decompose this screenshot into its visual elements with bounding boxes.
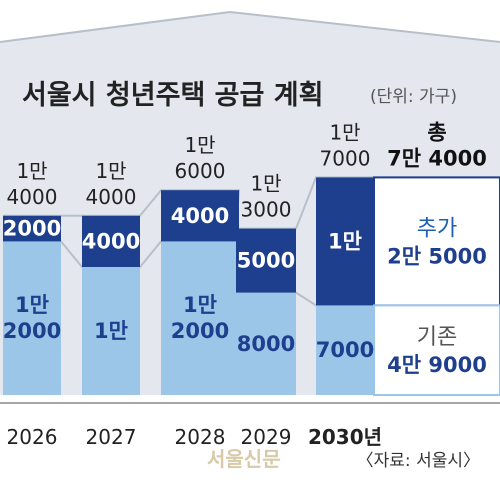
legend-existing-name: 기존: [417, 325, 457, 350]
label-added-2-0: 4000: [171, 204, 229, 228]
label-added-3-0: 5000: [237, 249, 295, 273]
x-tick-3: 2029: [241, 425, 292, 449]
label-total-1-1: 4000: [86, 185, 137, 209]
bar-added-3: [236, 228, 296, 293]
label-total-2-1: 6000: [175, 159, 226, 183]
x-tick-1: 2027: [86, 425, 137, 449]
label-existing-2-0: 1만: [183, 293, 217, 317]
bar-existing-1: [82, 267, 140, 395]
legend-added-value: 2만 5000: [387, 244, 487, 268]
label-total-4-0: 1만: [329, 120, 360, 144]
legend-total-value: 7만 4000: [387, 146, 487, 170]
legend-existing-value: 4만 9000: [387, 353, 487, 377]
label-added-0-0: 2000: [3, 217, 61, 241]
legend-added-cell: [373, 176, 500, 307]
label-total-1-0: 1만: [95, 159, 126, 183]
bar-existing-3: [236, 292, 296, 395]
label-existing-4-0: 7000: [316, 338, 374, 362]
label-added-4-0: 1만: [328, 229, 362, 253]
label-total-0-0: 1만: [16, 159, 47, 183]
label-total-0-1: 4000: [7, 185, 58, 209]
bar-added-0: [3, 215, 61, 242]
watermark: 서울신문: [207, 447, 281, 471]
label-total-3-0: 1만: [250, 172, 281, 196]
label-total-2-0: 1만: [184, 133, 215, 157]
bar-added-4: [316, 177, 374, 306]
label-total-4-1: 7000: [320, 146, 371, 170]
x-tick-2: 2028: [175, 425, 226, 449]
label-existing-0-1: 2000: [3, 319, 61, 343]
chart-title: 서울시 청년주택 공급 계획: [22, 80, 323, 111]
band-roof-line: [0, 10, 500, 43]
bar-added-2: [161, 190, 239, 242]
label-existing-0-0: 1만: [15, 293, 49, 317]
x-tick-0: 2026: [7, 425, 58, 449]
bar-added-1: [82, 215, 140, 267]
chart-unit: (단위: 가구): [370, 87, 457, 107]
legend-added-name: 추가: [417, 216, 457, 241]
label-existing-3-0: 8000: [237, 332, 295, 356]
label-total-3-1: 3000: [241, 198, 292, 222]
bar-existing-4: [316, 305, 374, 395]
label-existing-1-0: 1만: [94, 319, 128, 343]
bar-existing-0: [3, 241, 61, 395]
legend-total-name: 총: [427, 120, 446, 144]
bar-existing-2: [161, 241, 239, 395]
source-note: 〈자료: 서울시〉: [357, 451, 480, 471]
x-tick-4: 2030년: [308, 425, 382, 449]
label-added-1-0: 4000: [82, 229, 140, 253]
label-existing-2-1: 2000: [171, 319, 229, 343]
legend-existing-cell: [373, 304, 500, 396]
